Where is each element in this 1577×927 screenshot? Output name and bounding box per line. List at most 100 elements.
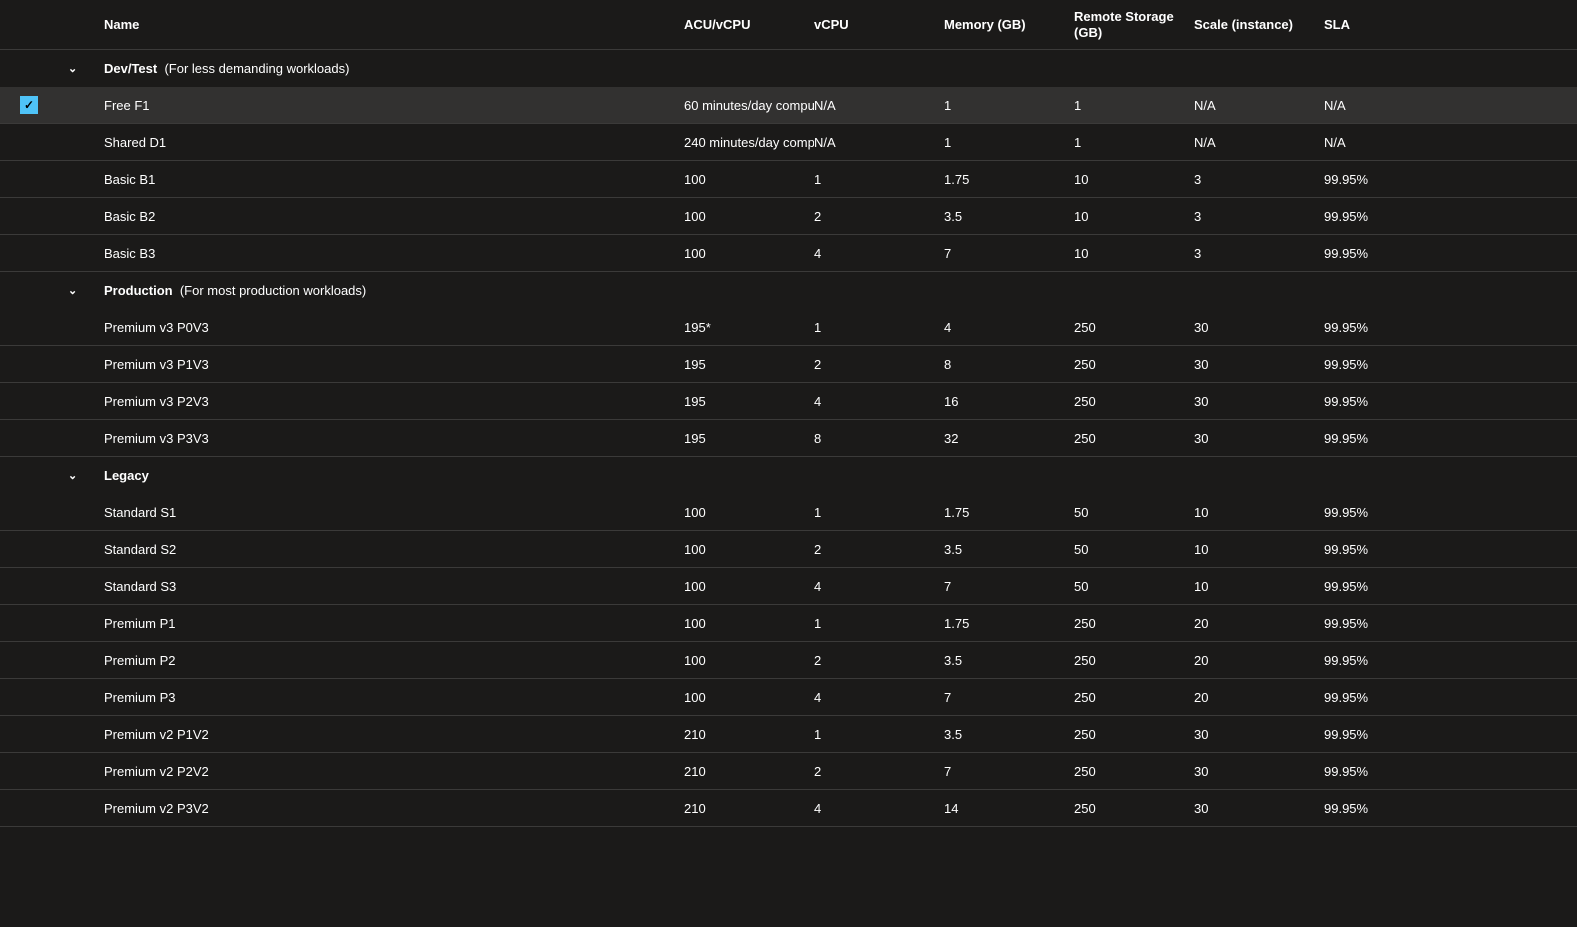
cell-memory: 32 — [944, 431, 1074, 446]
cell-memory: 3.5 — [944, 542, 1074, 557]
table-row[interactable]: Standard S110011.75501099.95% — [0, 494, 1577, 531]
cell-scale: 30 — [1194, 320, 1324, 335]
cell-acu: 210 — [684, 801, 814, 816]
cell-acu: 100 — [684, 579, 814, 594]
cell-scale: 20 — [1194, 653, 1324, 668]
cell-scale: 3 — [1194, 246, 1324, 261]
cell-sla: 99.95% — [1324, 320, 1424, 335]
chevron-down-icon[interactable]: ⌄ — [62, 284, 104, 297]
cell-storage: 250 — [1074, 394, 1194, 409]
cell-vcpu: 8 — [814, 431, 944, 446]
group-header-row[interactable]: ⌄Production (For most production workloa… — [0, 272, 1577, 309]
cell-name: Shared D1 — [104, 135, 684, 150]
table-row[interactable]: Premium P3100472502099.95% — [0, 679, 1577, 716]
table-row[interactable]: Basic B210023.510399.95% — [0, 198, 1577, 235]
table-row[interactable]: Premium v3 P1V3195282503099.95% — [0, 346, 1577, 383]
cell-acu: 210 — [684, 727, 814, 742]
cell-vcpu: 2 — [814, 542, 944, 557]
cell-sla: N/A — [1324, 135, 1424, 150]
cell-storage: 250 — [1074, 357, 1194, 372]
cell-vcpu: 2 — [814, 209, 944, 224]
table-row[interactable]: Premium v2 P3V22104142503099.95% — [0, 790, 1577, 827]
cell-vcpu: 4 — [814, 690, 944, 705]
header-storage[interactable]: Remote Storage (GB) — [1074, 9, 1194, 40]
cell-scale: N/A — [1194, 98, 1324, 113]
table-row[interactable]: Premium P210023.52502099.95% — [0, 642, 1577, 679]
cell-storage: 10 — [1074, 209, 1194, 224]
cell-name: Premium v3 P1V3 — [104, 357, 684, 372]
cell-name: Premium P1 — [104, 616, 684, 631]
cell-name: Free F1 — [104, 98, 684, 113]
cell-vcpu: 4 — [814, 801, 944, 816]
table-row[interactable]: Standard S310047501099.95% — [0, 568, 1577, 605]
cell-vcpu: 1 — [814, 727, 944, 742]
cell-memory: 1 — [944, 98, 1074, 113]
header-name[interactable]: Name — [104, 17, 684, 32]
cell-acu: 100 — [684, 172, 814, 187]
chevron-down-icon[interactable]: ⌄ — [62, 62, 104, 75]
cell-storage: 10 — [1074, 172, 1194, 187]
table-row[interactable]: Standard S210023.5501099.95% — [0, 531, 1577, 568]
cell-sla: 99.95% — [1324, 653, 1424, 668]
cell-acu: 195 — [684, 431, 814, 446]
checkbox-checked-icon[interactable]: ✓ — [20, 96, 38, 114]
table-row[interactable]: Premium v3 P2V31954162503099.95% — [0, 383, 1577, 420]
group-header-row[interactable]: ⌄Legacy — [0, 457, 1577, 494]
header-scale[interactable]: Scale (instance) — [1194, 17, 1324, 32]
cell-sla: 99.95% — [1324, 727, 1424, 742]
header-acu[interactable]: ACU/vCPU — [684, 17, 814, 32]
cell-memory: 16 — [944, 394, 1074, 409]
cell-sla: 99.95% — [1324, 542, 1424, 557]
cell-scale: 3 — [1194, 172, 1324, 187]
table-row[interactable]: Premium P110011.752502099.95% — [0, 605, 1577, 642]
row-checkbox-cell[interactable]: ✓ — [20, 96, 62, 114]
cell-acu: 100 — [684, 542, 814, 557]
cell-acu: 210 — [684, 764, 814, 779]
cell-storage: 250 — [1074, 764, 1194, 779]
header-vcpu[interactable]: vCPU — [814, 17, 944, 32]
cell-storage: 50 — [1074, 505, 1194, 520]
group-desc: (For most production workloads) — [180, 283, 366, 298]
cell-storage: 250 — [1074, 727, 1194, 742]
cell-acu: 60 minutes/day compute — [684, 98, 814, 113]
table-row[interactable]: Basic B110011.7510399.95% — [0, 161, 1577, 198]
table-row[interactable]: Premium v3 P0V3195*142503099.95% — [0, 309, 1577, 346]
header-sla[interactable]: SLA — [1324, 17, 1424, 32]
cell-memory: 7 — [944, 246, 1074, 261]
table-header-row: Name ACU/vCPU vCPU Memory (GB) Remote St… — [0, 0, 1577, 50]
table-row[interactable]: Premium v3 P3V31958322503099.95% — [0, 420, 1577, 457]
cell-name: Premium v2 P1V2 — [104, 727, 684, 742]
pricing-table: Name ACU/vCPU vCPU Memory (GB) Remote St… — [0, 0, 1577, 827]
cell-acu: 195 — [684, 394, 814, 409]
cell-scale: 30 — [1194, 357, 1324, 372]
table-row[interactable]: Basic B31004710399.95% — [0, 235, 1577, 272]
cell-vcpu: N/A — [814, 135, 944, 150]
cell-vcpu: 4 — [814, 579, 944, 594]
cell-name: Premium P2 — [104, 653, 684, 668]
cell-acu: 195 — [684, 357, 814, 372]
chevron-down-icon[interactable]: ⌄ — [62, 469, 104, 482]
cell-storage: 250 — [1074, 690, 1194, 705]
cell-scale: 20 — [1194, 690, 1324, 705]
group-title-text: Legacy — [104, 468, 149, 483]
header-memory[interactable]: Memory (GB) — [944, 17, 1074, 32]
cell-scale: N/A — [1194, 135, 1324, 150]
cell-memory: 1 — [944, 135, 1074, 150]
table-row[interactable]: Shared D1240 minutes/day computeN/A11N/A… — [0, 124, 1577, 161]
cell-sla: 99.95% — [1324, 431, 1424, 446]
cell-vcpu: 1 — [814, 505, 944, 520]
table-row[interactable]: Premium v2 P2V2210272503099.95% — [0, 753, 1577, 790]
table-row[interactable]: Premium v2 P1V221013.52503099.95% — [0, 716, 1577, 753]
group-title-text: Production — [104, 283, 173, 298]
cell-scale: 30 — [1194, 801, 1324, 816]
cell-storage: 250 — [1074, 801, 1194, 816]
cell-vcpu: 2 — [814, 653, 944, 668]
table-row[interactable]: ✓Free F160 minutes/day computeN/A11N/AN/… — [0, 87, 1577, 124]
cell-name: Basic B1 — [104, 172, 684, 187]
cell-scale: 30 — [1194, 764, 1324, 779]
cell-memory: 1.75 — [944, 505, 1074, 520]
cell-vcpu: N/A — [814, 98, 944, 113]
group-header-row[interactable]: ⌄Dev/Test (For less demanding workloads) — [0, 50, 1577, 87]
cell-sla: 99.95% — [1324, 357, 1424, 372]
cell-vcpu: 1 — [814, 616, 944, 631]
